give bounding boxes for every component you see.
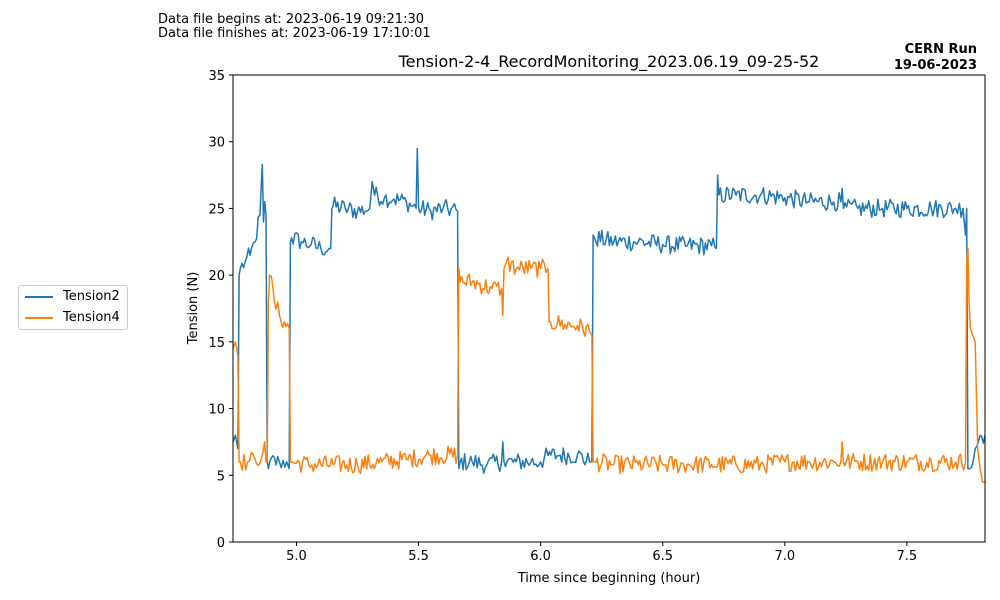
x-tick-label: 5.0 bbox=[286, 549, 307, 564]
x-tick-label: 7.5 bbox=[897, 549, 918, 564]
chart-legend: Tension2 Tension4 bbox=[18, 285, 128, 330]
y-tick-label: 20 bbox=[208, 269, 225, 284]
plot-area bbox=[232, 147, 986, 483]
legend-item-tension2: Tension2 bbox=[25, 289, 120, 307]
y-tick-label: 25 bbox=[208, 202, 225, 217]
x-tick-label: 7.0 bbox=[774, 549, 795, 564]
series-line-tension2 bbox=[232, 147, 986, 474]
plot-frame bbox=[232, 74, 986, 543]
y-tick-label: 5 bbox=[217, 469, 225, 484]
x-tick-label: 5.5 bbox=[408, 549, 429, 564]
legend-swatch-tension4 bbox=[25, 316, 53, 319]
chart-title: Tension-2-4_RecordMonitoring_2023.06.19_… bbox=[398, 52, 820, 72]
x-tick-label: 6.5 bbox=[652, 549, 673, 564]
y-axis: 0 5 10 15 20 25 30 35 bbox=[208, 69, 233, 551]
series-line-tension4 bbox=[232, 247, 985, 483]
y-tick-label: 10 bbox=[208, 403, 225, 418]
x-axis: 5.0 5.5 6.0 6.5 7.0 7.5 bbox=[286, 542, 917, 564]
x-axis-label: Time since beginning (hour) bbox=[517, 571, 701, 586]
y-tick-label: 0 bbox=[217, 536, 225, 551]
x-tick-label: 6.0 bbox=[530, 549, 551, 564]
y-axis-label: Tension (N) bbox=[186, 272, 201, 346]
y-tick-label: 15 bbox=[208, 336, 225, 351]
y-tick-label: 35 bbox=[208, 69, 225, 84]
legend-label-tension4: Tension4 bbox=[63, 310, 120, 325]
legend-item-tension4: Tension4 bbox=[25, 310, 120, 328]
data-begin-text: Data file begins at: 2023-06-19 09:21:30 bbox=[158, 12, 425, 27]
run-date: 19-06-2023 bbox=[893, 58, 977, 73]
legend-swatch-tension2 bbox=[25, 295, 53, 298]
y-tick-label: 30 bbox=[208, 136, 225, 151]
legend-label-tension2: Tension2 bbox=[63, 289, 120, 304]
data-finish-text: Data file finishes at: 2023-06-19 17:10:… bbox=[158, 26, 431, 41]
run-label: CERN Run bbox=[904, 42, 977, 57]
